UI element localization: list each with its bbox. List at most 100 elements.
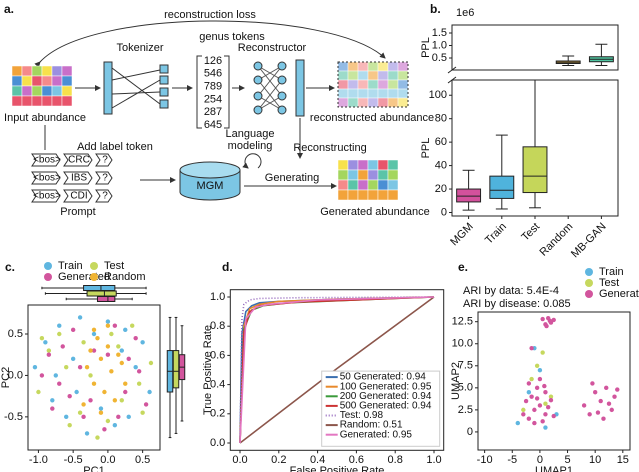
abundance-cell xyxy=(31,65,43,77)
legend-label: Train xyxy=(599,266,624,278)
point xyxy=(84,431,90,436)
x-tick-label: 0.0 xyxy=(232,454,247,466)
point xyxy=(534,363,540,368)
point xyxy=(537,403,543,408)
point xyxy=(529,394,534,399)
abundance-cell xyxy=(11,95,23,107)
abundance-cell xyxy=(367,88,379,99)
point xyxy=(105,418,111,424)
y-tick-label: 20 xyxy=(435,183,447,195)
box xyxy=(522,146,548,194)
point xyxy=(126,414,131,420)
legend-label: Train xyxy=(58,260,83,272)
point xyxy=(81,414,86,420)
point xyxy=(612,394,617,399)
point xyxy=(105,344,111,349)
point xyxy=(615,387,620,392)
tokens-title: genus tokens xyxy=(199,31,265,43)
point xyxy=(112,398,118,403)
point xyxy=(598,398,603,404)
point xyxy=(98,356,104,362)
abundance-cell xyxy=(347,79,359,90)
prompt-token xyxy=(63,189,93,203)
panel-label: d. xyxy=(222,260,233,274)
abundance-cell xyxy=(347,169,359,181)
point xyxy=(67,422,72,428)
point xyxy=(57,331,62,337)
token: 645 xyxy=(204,119,222,131)
abundance-cell xyxy=(377,79,389,90)
abundance-cell xyxy=(347,70,359,81)
abundance-cell xyxy=(41,95,53,107)
abundance-cell xyxy=(387,189,399,201)
point xyxy=(74,389,79,395)
abundance-cell xyxy=(337,189,349,201)
x-axis-label: PC1 xyxy=(83,465,104,472)
abundance-cell xyxy=(337,88,349,99)
point xyxy=(50,398,55,403)
y-tick-label: 0.6 xyxy=(210,349,225,361)
loss-label: reconstruction loss xyxy=(164,9,256,21)
y2-tick-label: 0.5 xyxy=(432,52,447,64)
plot-frame xyxy=(27,304,161,451)
point xyxy=(46,352,52,357)
point xyxy=(587,412,592,417)
y-axis-label: PPL xyxy=(420,37,432,58)
panel-label: e. xyxy=(458,260,468,274)
abundance-cell xyxy=(61,65,73,77)
legend-label: 200 Generated: 0.94 xyxy=(340,391,432,402)
point xyxy=(609,407,614,413)
box xyxy=(456,188,482,203)
abundance-cell xyxy=(397,61,409,72)
x-tick-label: 0.5 xyxy=(135,454,150,466)
point xyxy=(133,335,138,341)
abundance-cell xyxy=(387,61,399,72)
point xyxy=(81,340,86,345)
abundance-cell xyxy=(61,85,73,97)
y-tick-label: -0.5 xyxy=(4,411,23,423)
token: 126 xyxy=(204,55,222,67)
abundance-cell xyxy=(347,88,359,99)
abundance-cell xyxy=(357,189,369,201)
abundance-cell xyxy=(41,75,53,87)
y2-tick-label: 1.0 xyxy=(432,39,447,51)
point xyxy=(64,414,69,420)
abundance-cell xyxy=(367,179,379,191)
abundance-cell xyxy=(357,61,369,72)
y-axis-label: UMAP2 xyxy=(450,362,462,400)
abundance-cell xyxy=(387,159,399,171)
point xyxy=(102,427,107,432)
point xyxy=(116,352,121,357)
abundance-cell xyxy=(51,65,63,77)
abundance-cell xyxy=(41,85,53,97)
point xyxy=(143,402,149,407)
point xyxy=(70,356,76,362)
point xyxy=(81,402,86,407)
point xyxy=(543,425,548,430)
y-tick-label: 40 xyxy=(435,159,447,171)
legend-label: Generated xyxy=(58,271,110,283)
plot-frame xyxy=(477,311,631,451)
generating-text: Generating xyxy=(265,172,319,184)
y-tick-label: 0 xyxy=(467,426,473,438)
prompt-token xyxy=(95,153,113,167)
legend-swatch xyxy=(585,268,593,276)
abundance-cell xyxy=(21,85,33,97)
point xyxy=(592,390,598,395)
abundance-cell xyxy=(367,169,379,181)
abundance-cell xyxy=(377,159,389,171)
point xyxy=(88,348,93,353)
y-tick-label: 60 xyxy=(435,136,447,148)
annotation: ARI by data: 5.4E-4 xyxy=(463,285,559,297)
abundance-cell xyxy=(387,88,399,99)
prompt-text: ? xyxy=(102,191,108,202)
x-tick-label: MB-GAN xyxy=(569,221,609,261)
point xyxy=(39,335,45,341)
reconstructing-text: Reconstructing xyxy=(293,142,366,154)
abundance-cell xyxy=(347,189,359,201)
point xyxy=(98,406,104,411)
roc-line xyxy=(239,296,435,444)
point xyxy=(112,422,118,428)
point xyxy=(545,405,551,410)
point xyxy=(116,414,121,420)
